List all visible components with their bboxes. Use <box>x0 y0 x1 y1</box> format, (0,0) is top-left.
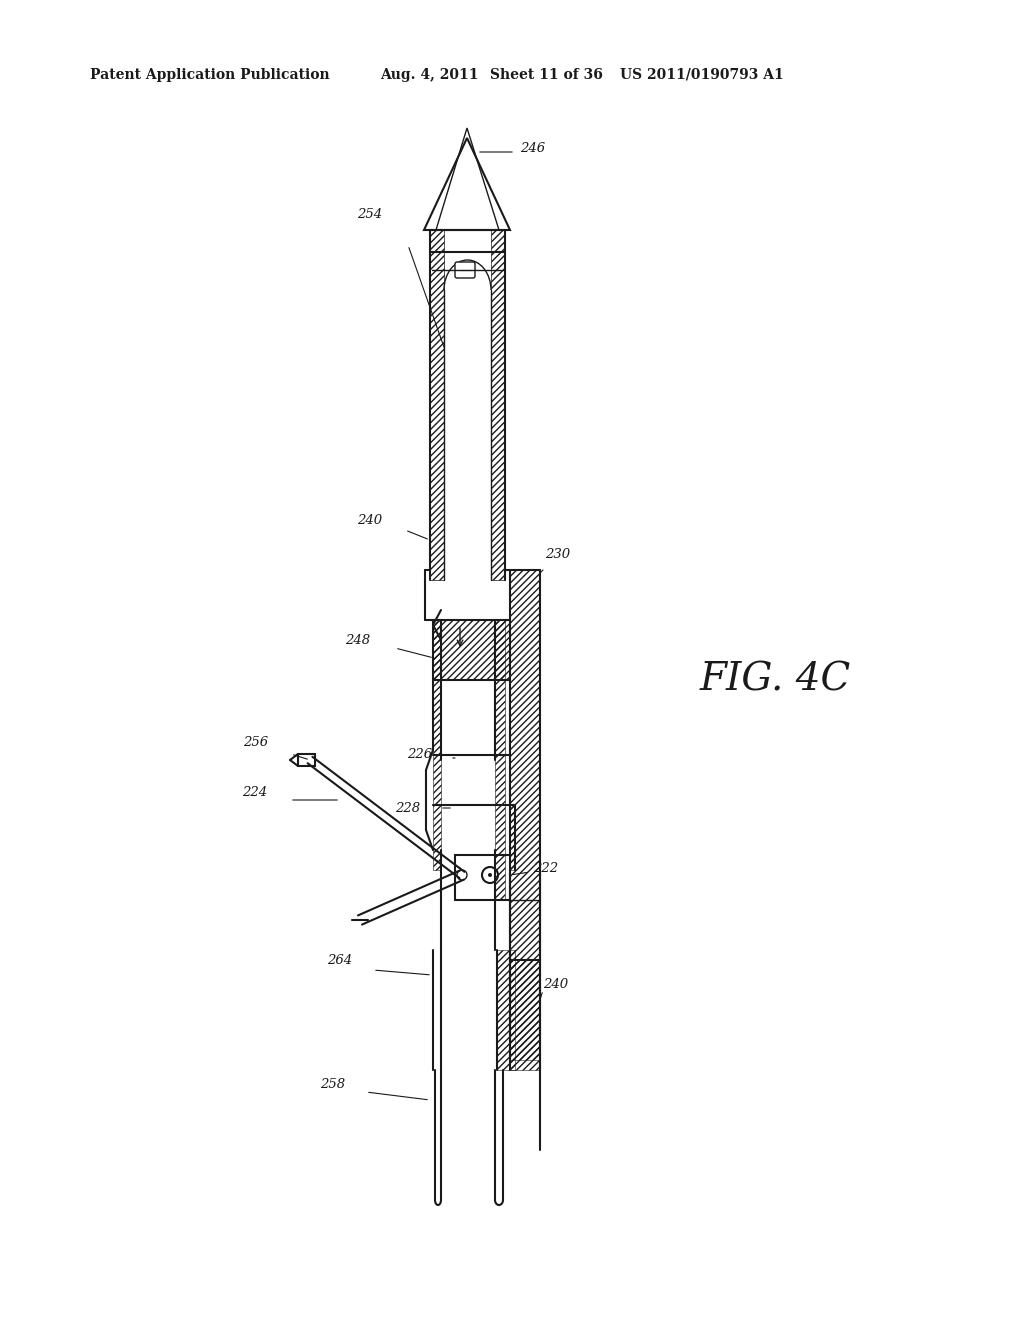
Text: 258: 258 <box>319 1078 345 1092</box>
Text: 224: 224 <box>242 787 267 800</box>
Text: 240: 240 <box>543 978 568 991</box>
Text: Aug. 4, 2011: Aug. 4, 2011 <box>380 69 478 82</box>
Text: Sheet 11 of 36: Sheet 11 of 36 <box>490 69 603 82</box>
Text: 228: 228 <box>395 801 420 814</box>
Text: 248: 248 <box>345 634 370 647</box>
Text: FIG. 4C: FIG. 4C <box>700 661 851 698</box>
Text: 240: 240 <box>357 513 382 527</box>
Text: 264: 264 <box>327 953 352 966</box>
Circle shape <box>488 873 492 876</box>
Text: 256: 256 <box>243 735 268 748</box>
Text: US 2011/0190793 A1: US 2011/0190793 A1 <box>620 69 783 82</box>
Text: Patent Application Publication: Patent Application Publication <box>90 69 330 82</box>
Text: 226: 226 <box>407 748 432 762</box>
Text: 246: 246 <box>520 141 545 154</box>
Text: 254: 254 <box>357 209 382 222</box>
Text: 222: 222 <box>534 862 558 874</box>
FancyBboxPatch shape <box>455 261 475 279</box>
Text: 230: 230 <box>545 549 570 561</box>
